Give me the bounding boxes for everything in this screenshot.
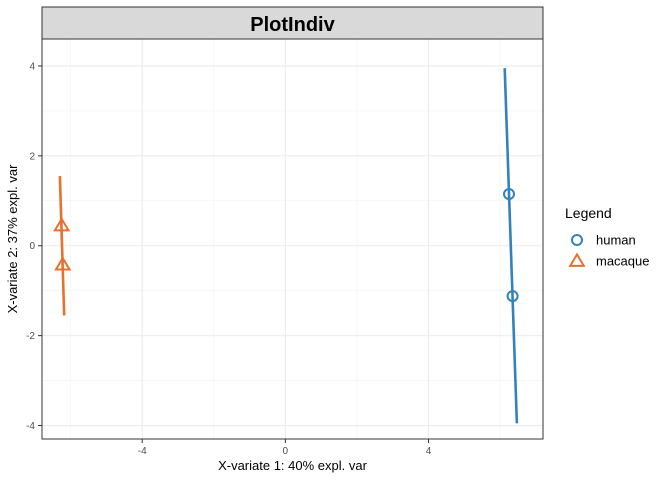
chart-title: PlotIndiv — [250, 14, 335, 36]
y-tick-label: -2 — [26, 331, 35, 342]
y-tick-label: 4 — [29, 61, 35, 72]
data-point-macaque — [53, 217, 71, 232]
legend-label-macaque: macaque — [596, 254, 649, 269]
x-tick-label: -4 — [138, 446, 147, 457]
data-point-human — [503, 188, 516, 201]
data-point-macaque — [54, 256, 72, 271]
y-tick-label: 2 — [29, 151, 35, 162]
legend-key-macaque — [568, 252, 586, 267]
grid-major — [42, 39, 543, 439]
series-layer — [53, 68, 519, 424]
legend-items: human macaque — [568, 233, 649, 269]
legend-key-human — [571, 234, 583, 246]
panel-background — [42, 39, 543, 439]
legend-label-human: human — [596, 233, 636, 248]
series-line-macaque — [58, 176, 66, 316]
x-axis-title: X-variate 1: 40% expl. var — [218, 458, 368, 473]
data-point-human — [506, 290, 519, 303]
grid-minor — [42, 39, 543, 439]
legend: Legend human macaque — [565, 205, 649, 269]
ticks-layer: -4 0 4 -4 -2 0 2 4 — [26, 61, 432, 457]
x-tick-label: 4 — [426, 446, 432, 457]
legend-title: Legend — [565, 205, 612, 221]
series-line-human — [503, 68, 519, 424]
y-tick-label: 0 — [29, 241, 35, 252]
y-axis-title: X-variate 2: 37% expl. var — [5, 164, 20, 314]
y-tick-label: -4 — [26, 421, 35, 432]
strip-background — [41, 6, 544, 40]
x-tick-label: 0 — [283, 446, 289, 457]
